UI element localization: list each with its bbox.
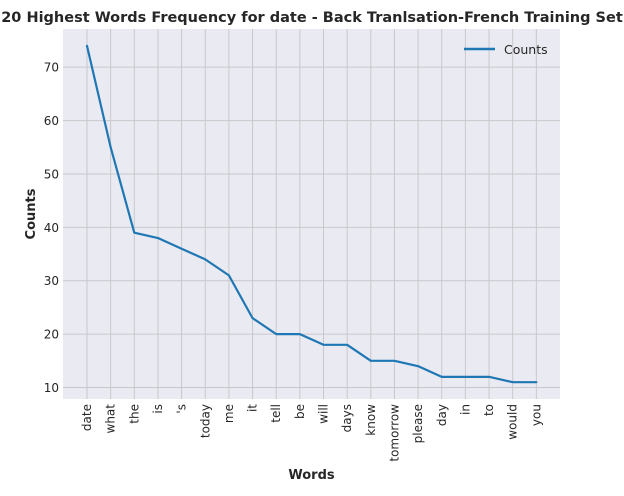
x-tick-label: to (482, 404, 496, 416)
x-tick-label: what (104, 404, 118, 434)
x-tick-label: tell (269, 404, 283, 423)
x-tick-label: tomorrow (387, 404, 401, 462)
legend-label: Counts (504, 42, 548, 57)
x-tick-label: it (246, 404, 260, 412)
x-tick-label: will (317, 404, 331, 424)
x-tick-label: me (222, 404, 236, 423)
y-tick-label: 10 (44, 381, 59, 395)
x-tick-label: please (411, 404, 425, 443)
y-tick-label: 20 (44, 328, 59, 342)
x-tick-label: today (198, 404, 212, 438)
x-tick-label: day (435, 404, 449, 426)
x-tick-label: days (340, 404, 354, 432)
y-tick-label: 60 (44, 114, 59, 128)
y-tick-label: 70 (44, 61, 59, 75)
chart-title: 20 Highest Words Frequency for date - Ba… (1, 10, 623, 26)
y-tick-label: 50 (44, 167, 59, 181)
x-tick-label: the (127, 404, 141, 424)
x-tick-label: be (293, 404, 307, 419)
y-tick-labels: 10 20 30 40 50 60 70 (44, 61, 59, 395)
x-tick-label: in (458, 404, 472, 415)
x-tick-label: is (151, 404, 165, 414)
x-tick-label: know (364, 404, 378, 436)
x-tick-label: date (80, 404, 94, 431)
x-tick-label: you (529, 404, 543, 426)
x-tick-label: 's (175, 404, 189, 414)
x-axis-label: Words (288, 468, 335, 483)
y-axis-label: Counts (24, 188, 39, 239)
x-tick-label: would (506, 404, 520, 440)
y-tick-label: 40 (44, 221, 59, 235)
plot-area (63, 29, 560, 399)
y-tick-label: 30 (44, 274, 59, 288)
